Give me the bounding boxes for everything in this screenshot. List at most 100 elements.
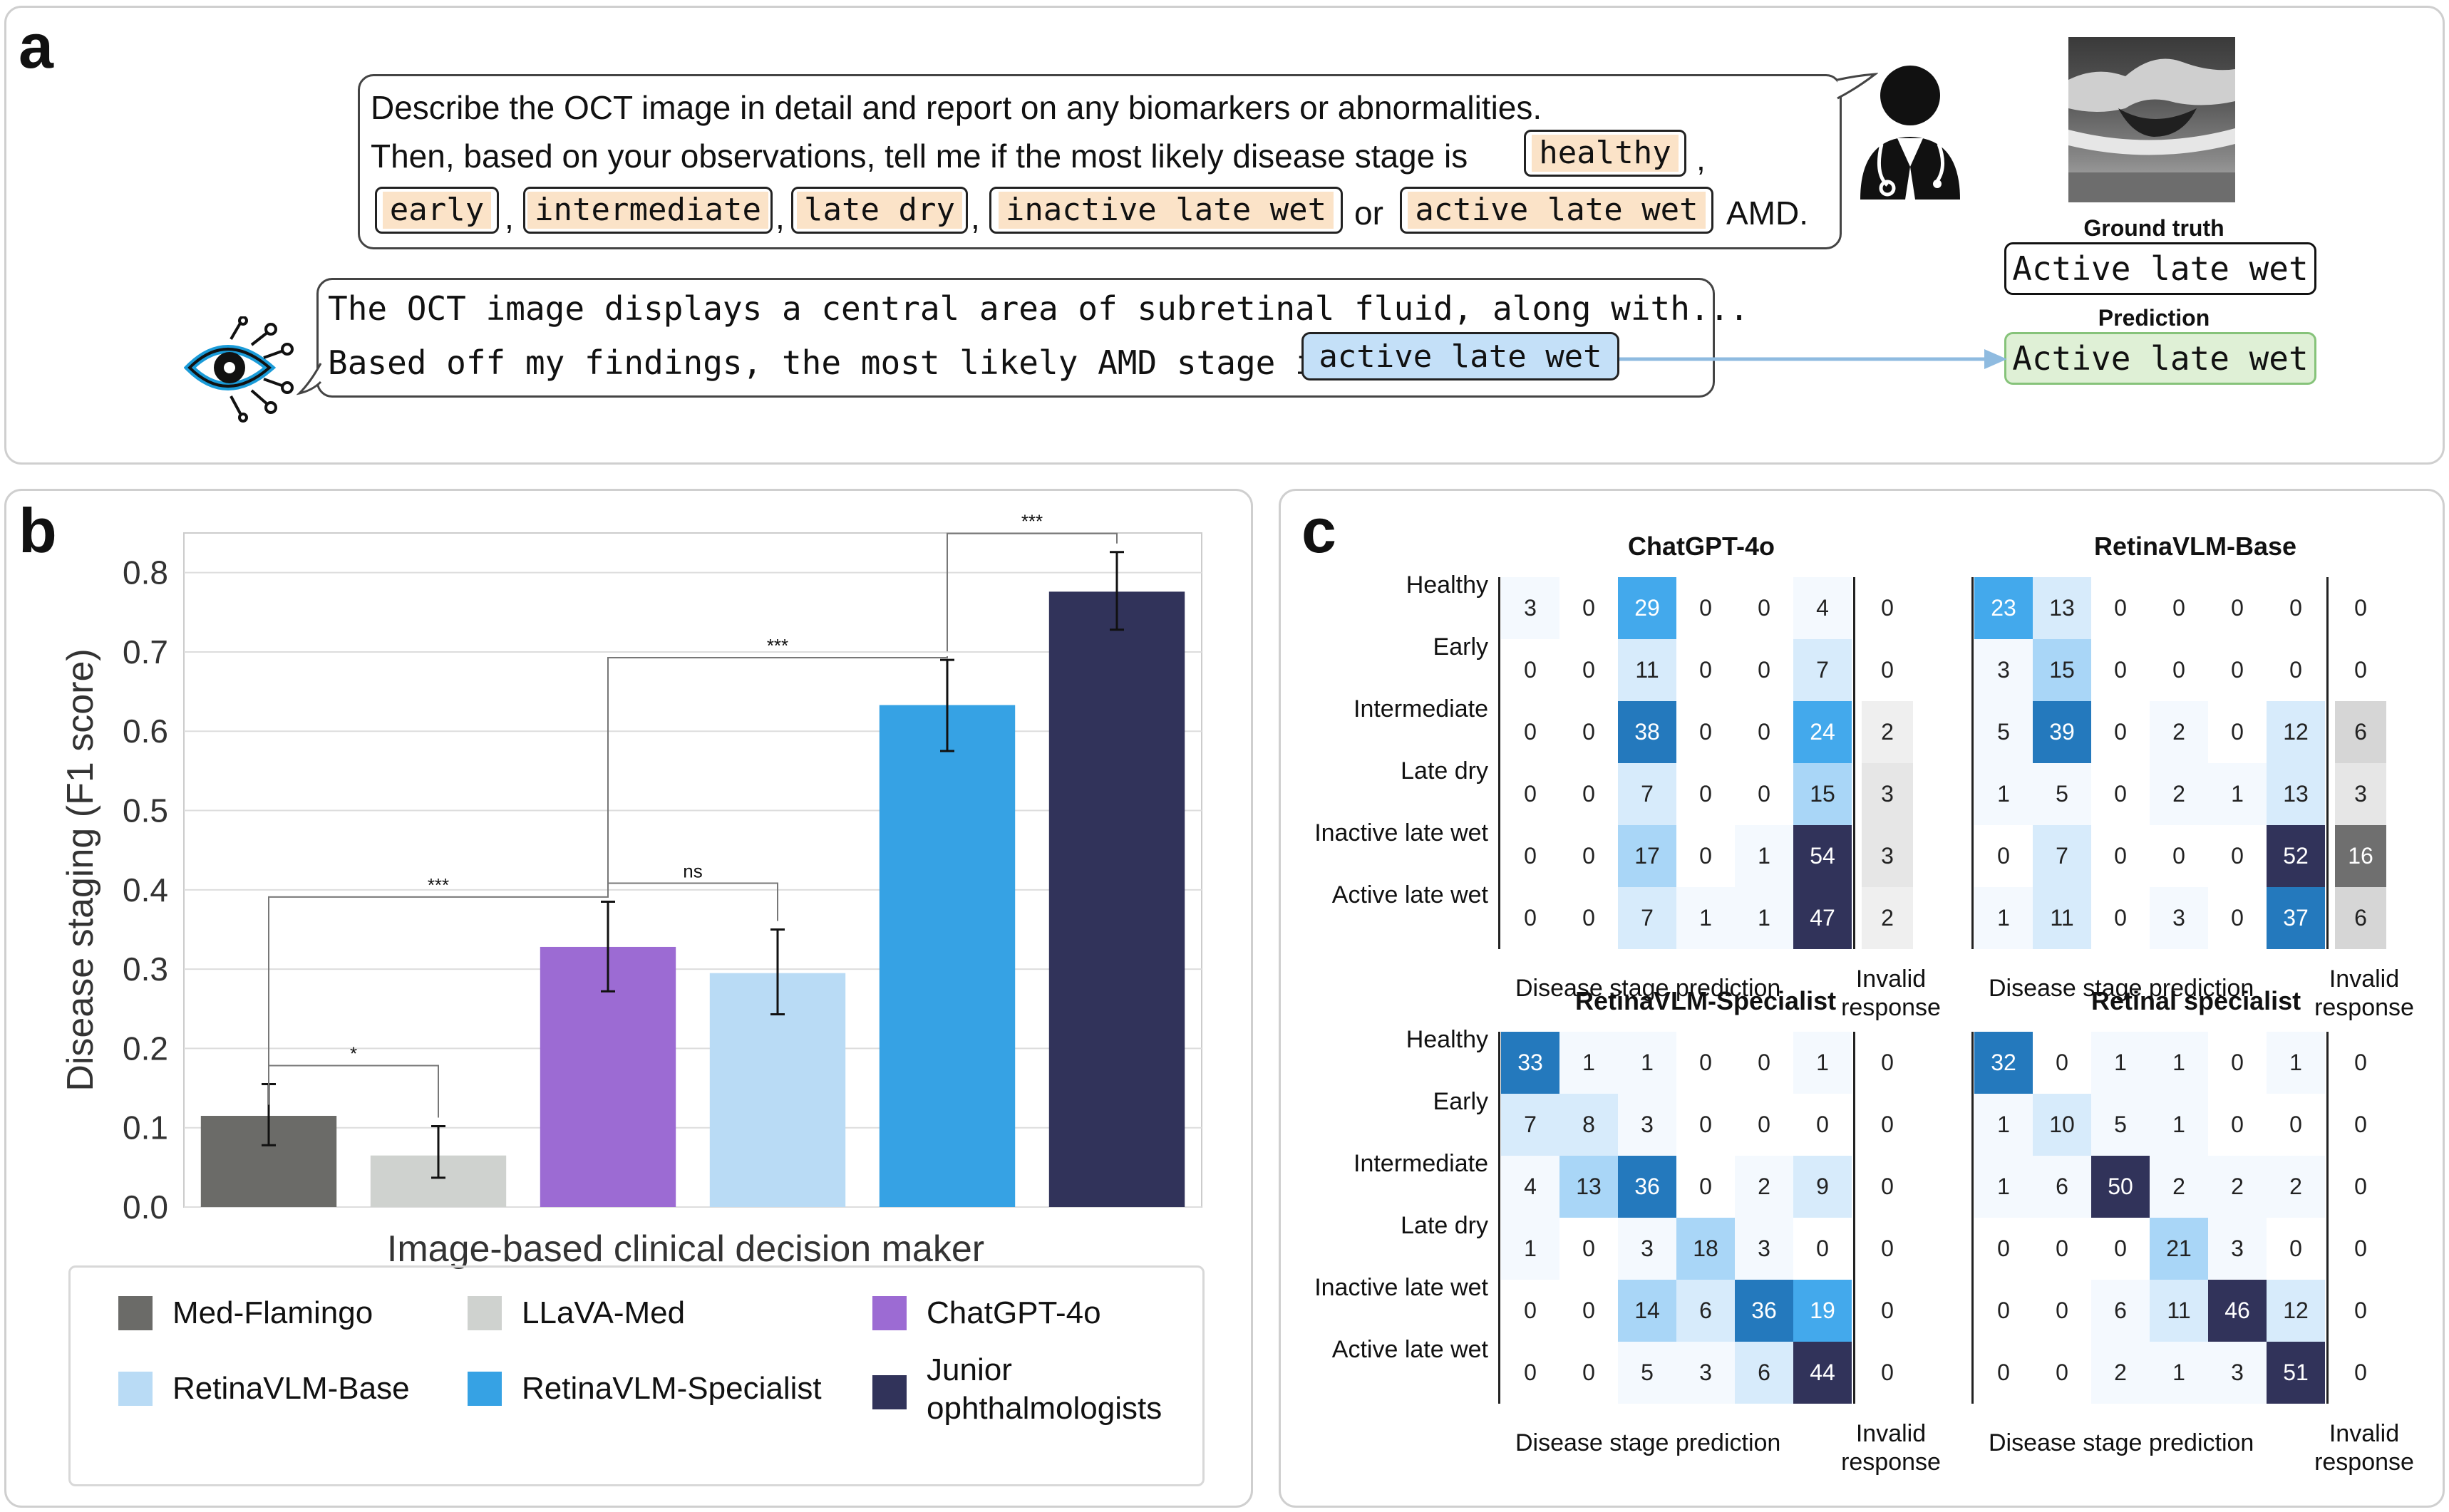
legend-label: RetinaVLM-Base xyxy=(172,1371,410,1406)
bar-retinavlm-specialist xyxy=(879,705,1016,1207)
prediction-label: Prediction xyxy=(2098,305,2210,331)
matrix-cell: 1 xyxy=(1735,825,1793,887)
matrix-cell: 0 xyxy=(2289,657,2302,683)
matrix-cell: 3 xyxy=(1735,1218,1793,1280)
matrix-x-label: Disease stage prediction xyxy=(1515,1429,1781,1456)
significance-label: * xyxy=(350,1042,357,1064)
matrix-left-axis xyxy=(1498,1032,1500,1404)
matrix-cell: 0 xyxy=(2231,843,2244,869)
option-inactive-late-wet: inactive late wet xyxy=(998,192,1334,229)
matrix-invalid-cell: 16 xyxy=(2335,825,2386,887)
matrix-cell: 1 xyxy=(2150,1094,2208,1156)
matrix-cell: 1 xyxy=(1793,1032,1852,1094)
response-line-1: The OCT image displays a central area of… xyxy=(328,289,1749,328)
matrix-cell: 8 xyxy=(1559,1094,1618,1156)
matrix-invalid-cell: 2 xyxy=(1862,887,1913,949)
matrix-cell: 0 xyxy=(1582,595,1595,621)
matrix-invalid-cell: 0 xyxy=(2354,595,2367,621)
matrix-row-label: Healthy xyxy=(1406,571,1488,599)
matrix-cell: 6 xyxy=(2033,1156,2091,1218)
y-tick-label: 0.7 xyxy=(123,633,168,670)
significance-label: *** xyxy=(428,874,449,896)
matrix-invalid-label: Invalid response xyxy=(2314,965,2414,1021)
matrix-cell: 0 xyxy=(1582,1298,1595,1323)
matrix-cell: 54 xyxy=(1793,825,1852,887)
matrix-cell: 1 xyxy=(2150,1342,2208,1404)
matrix-cell: 0 xyxy=(2114,657,2127,683)
panel-a-label: a xyxy=(19,11,53,81)
matrix-invalid-cell: 6 xyxy=(2335,887,2386,949)
matrix-cell: 5 xyxy=(1618,1342,1676,1404)
matrix-cell: 0 xyxy=(1758,781,1770,807)
matrix-cell: 15 xyxy=(1793,763,1852,825)
matrix-title: RetinaVLM-Base xyxy=(2094,532,2297,561)
matrix-invalid-cell: 0 xyxy=(1881,657,1894,683)
matrix-cell: 0 xyxy=(1997,1236,2010,1261)
matrix-row-label: Early xyxy=(1433,633,1488,661)
matrix-cell: 0 xyxy=(2231,1050,2244,1075)
matrix-cell: 0 xyxy=(2231,595,2244,621)
matrix-invalid-cell: 2 xyxy=(1862,701,1913,763)
matrix-cell: 1 xyxy=(1974,887,2033,949)
matrix-invalid-cell: 0 xyxy=(2354,657,2367,683)
matrix-cell: 2 xyxy=(2091,1342,2150,1404)
prompt-line-2: Then, based on your observations, tell m… xyxy=(371,138,1468,175)
matrix-row-label: Inactive late wet xyxy=(1314,819,1488,846)
matrix-cell: 52 xyxy=(2267,825,2325,887)
comma-2: , xyxy=(505,199,514,236)
matrix-cell: 50 xyxy=(2091,1156,2150,1218)
matrix-cell: 1 xyxy=(2091,1032,2150,1094)
matrix-cell: 0 xyxy=(1997,843,2010,869)
legend-label: Junior xyxy=(927,1352,1012,1387)
matrix-x-label: Disease stage prediction xyxy=(1515,975,1781,1002)
significance-bracket xyxy=(607,656,948,894)
matrix-cell: 3 xyxy=(1618,1218,1676,1280)
matrix-row-label: Inactive late wet xyxy=(1314,1274,1488,1301)
matrix-cell: 0 xyxy=(2289,1236,2302,1261)
matrix-row-label: Early xyxy=(1433,1088,1488,1115)
matrix-cell: 1 xyxy=(1559,1032,1618,1094)
matrix-cell: 2 xyxy=(2150,701,2208,763)
matrix-x-label: Disease stage prediction xyxy=(1989,1429,2254,1456)
significance-bracket xyxy=(947,532,1118,652)
matrix-cell: 0 xyxy=(1758,657,1770,683)
matrix-invalid-divider xyxy=(2326,577,2329,949)
option-active-late-wet-chip: active late wet xyxy=(1400,187,1713,234)
matrix-invalid-cell: 0 xyxy=(2354,1360,2367,1385)
matrix-cell: 23 xyxy=(1974,577,2033,639)
legend-label-line-2: ophthalmologists xyxy=(927,1391,1162,1426)
matrix-left-axis xyxy=(1498,577,1500,949)
significance-label: *** xyxy=(1021,511,1043,532)
matrix-cell: 11 xyxy=(2033,887,2091,949)
plot-area xyxy=(183,532,1202,1208)
legend-swatch xyxy=(468,1372,502,1406)
matrix-cell: 11 xyxy=(2150,1280,2208,1342)
matrix-cell: 6 xyxy=(1735,1342,1793,1404)
matrix-cell: 32 xyxy=(1974,1032,2033,1094)
legend-chatgpt-4o: ChatGPT-4o xyxy=(872,1295,1101,1331)
matrix-left-axis xyxy=(1971,577,1974,949)
matrix-cell: 36 xyxy=(1618,1156,1676,1218)
ground-truth-label: Ground truth xyxy=(2083,215,2224,241)
matrix-cell: 0 xyxy=(1699,1174,1712,1199)
matrix-cell: 5 xyxy=(1974,701,2033,763)
matrix-row-label: Late dry xyxy=(1401,1212,1488,1239)
legend-retinavlm-base: RetinaVLM-Base xyxy=(118,1371,410,1407)
matrix-cell: 0 xyxy=(1997,1298,2010,1323)
matrix-cell: 3 xyxy=(1974,639,2033,701)
matrix-cell: 13 xyxy=(1559,1156,1618,1218)
matrix-cell: 0 xyxy=(1758,595,1770,621)
matrix-invalid-label: Invalid response xyxy=(2314,1420,2414,1476)
legend-llava-med: LLaVA-Med xyxy=(468,1295,685,1331)
matrix-cell: 44 xyxy=(1793,1342,1852,1404)
matrix-invalid-label: Invalid response xyxy=(1841,965,1941,1021)
matrix-cell: 0 xyxy=(1524,905,1537,931)
matrix-cell: 0 xyxy=(2056,1298,2068,1323)
matrix-cell: 38 xyxy=(1618,701,1676,763)
matrix-cell: 3 xyxy=(2208,1218,2267,1280)
matrix-cell: 1 xyxy=(1974,763,2033,825)
matrix-cell: 0 xyxy=(1524,1298,1537,1323)
doctor-icon xyxy=(1860,66,1960,200)
matrix-cell: 0 xyxy=(1524,719,1537,745)
matrix-cell: 0 xyxy=(2114,843,2127,869)
